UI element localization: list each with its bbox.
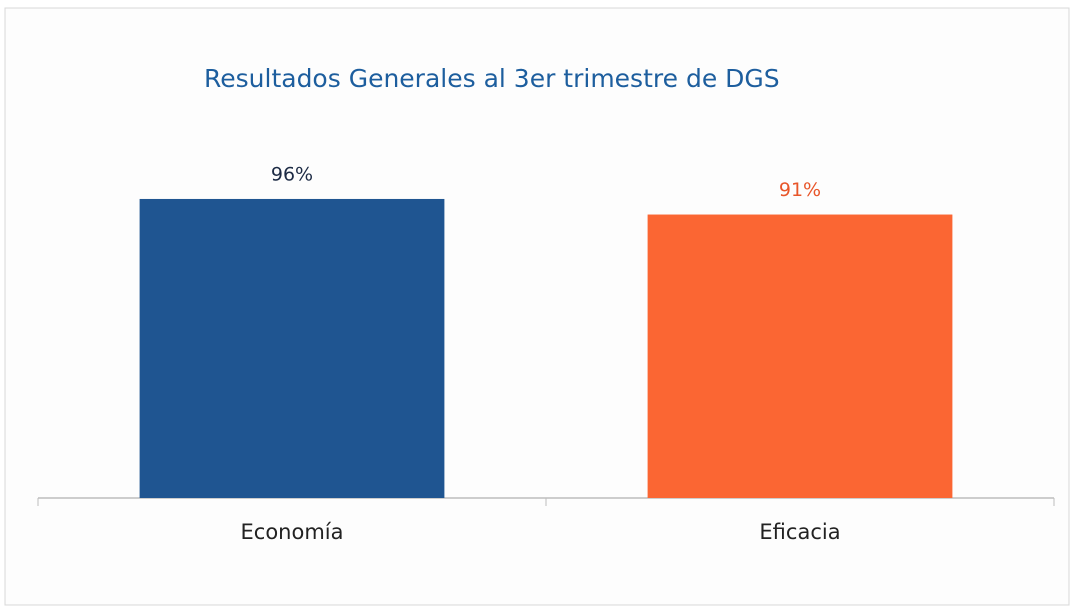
x-tick-label: Economía <box>241 520 344 544</box>
bar <box>647 214 953 498</box>
x-tick-label: Eficacia <box>759 520 840 544</box>
chart-title: Resultados Generales al 3er trimestre de… <box>204 64 780 93</box>
bar <box>139 198 445 498</box>
value-label: 96% <box>271 163 313 185</box>
value-label: 91% <box>779 179 821 201</box>
